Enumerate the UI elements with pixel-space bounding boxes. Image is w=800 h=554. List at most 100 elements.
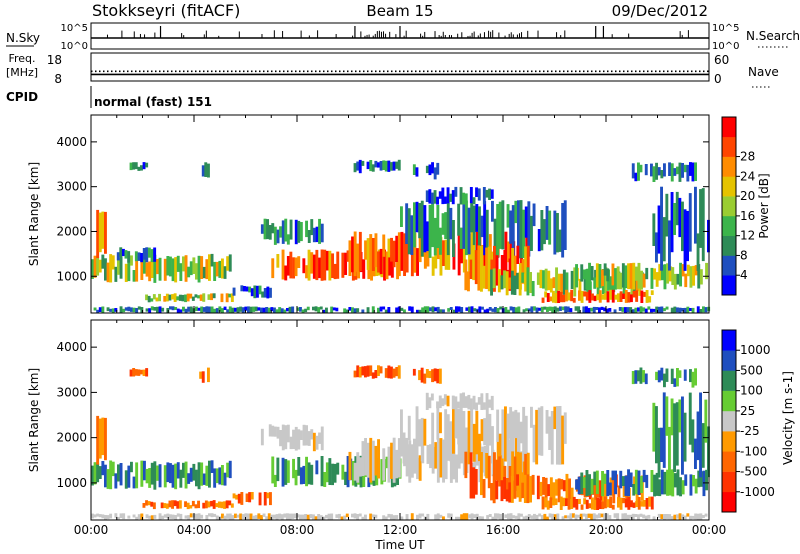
power-cell xyxy=(226,256,230,271)
power-cell xyxy=(418,236,422,263)
power-cell xyxy=(348,307,352,311)
power-cell xyxy=(478,306,482,313)
velocity-cell xyxy=(691,515,695,519)
time-tick-label: 00:00 xyxy=(74,523,109,537)
power-cell xyxy=(686,264,690,277)
velocity-cell xyxy=(176,462,180,479)
power-cell xyxy=(249,306,253,313)
velocity-cell xyxy=(637,470,641,495)
velocity-cell xyxy=(292,429,295,449)
power-cell xyxy=(608,308,612,312)
velocity-cell xyxy=(161,515,165,520)
power-cell xyxy=(439,237,443,276)
power-cell xyxy=(221,258,224,279)
power-cell xyxy=(508,277,512,290)
power-cell xyxy=(546,306,549,312)
velocity-cell xyxy=(452,408,455,454)
velocity-cell xyxy=(488,399,491,408)
power-cell xyxy=(665,306,669,310)
power-cell xyxy=(289,251,293,279)
velocity-cell xyxy=(613,513,617,518)
velocity-cell xyxy=(503,477,506,499)
velocity-cell xyxy=(315,435,319,450)
power-cell xyxy=(678,197,682,238)
velocity-cell xyxy=(269,492,272,506)
power-cell xyxy=(627,292,631,303)
velocity-cell xyxy=(553,514,557,520)
velocity-cell xyxy=(228,513,232,520)
velocity-cell xyxy=(457,442,461,469)
power-cell xyxy=(580,264,584,282)
velocity-cell xyxy=(552,499,555,506)
power-cell xyxy=(505,271,509,296)
velocity-cell xyxy=(371,372,375,379)
power-cell xyxy=(273,307,276,313)
power-cell xyxy=(510,270,514,295)
velocity-cell xyxy=(387,513,391,518)
velocity-cell xyxy=(459,393,463,411)
power-cell xyxy=(245,286,249,292)
velocity-cell xyxy=(104,464,107,488)
velocity-cell xyxy=(104,515,107,520)
power-colorbar-swatch xyxy=(722,176,736,197)
power-cell xyxy=(429,307,432,312)
power-cell xyxy=(668,162,671,176)
power-cell xyxy=(351,307,354,313)
power-cell xyxy=(530,306,534,313)
power-cell xyxy=(210,293,213,301)
power-cell xyxy=(231,307,235,313)
power-cell xyxy=(438,191,442,199)
power-cell xyxy=(228,254,232,272)
velocity-cell xyxy=(117,516,120,520)
power-cell xyxy=(182,256,185,272)
power-cell xyxy=(244,306,248,311)
velocity-cell xyxy=(262,513,266,517)
velocity-cell xyxy=(705,469,708,491)
power-cell xyxy=(551,306,555,313)
velocity-cell xyxy=(631,371,635,385)
velocity-cell xyxy=(499,513,503,520)
power-cell xyxy=(197,295,200,299)
power-cell xyxy=(213,308,217,313)
power-cell xyxy=(385,251,389,280)
velocity-cell xyxy=(561,516,565,520)
power-cell xyxy=(595,263,599,288)
velocity-colorbar-swatch xyxy=(722,431,736,452)
velocity-cell xyxy=(254,515,258,520)
velocity-cell xyxy=(446,414,450,461)
power-cell xyxy=(557,273,561,291)
velocity-colorbar-label: Velocity [m s-1] xyxy=(781,371,795,465)
power-cell xyxy=(621,307,625,312)
velocity-cell xyxy=(644,373,648,385)
velocity-cell xyxy=(562,497,566,507)
velocity-cell xyxy=(210,460,214,473)
power-axes: 1000 2000 3000 4000 xyxy=(56,115,710,313)
power-cell xyxy=(150,306,154,311)
power-cell xyxy=(652,166,656,182)
power-cell xyxy=(261,291,265,298)
velocity-cell xyxy=(486,515,490,519)
velocity-cell xyxy=(148,468,152,488)
power-cell xyxy=(544,291,548,298)
velocity-cell xyxy=(478,443,482,483)
velocity-cell xyxy=(504,406,507,462)
power-cell xyxy=(323,249,327,281)
power-cell xyxy=(140,254,144,280)
velocity-cell xyxy=(223,515,227,520)
velocity-cell xyxy=(364,366,367,378)
velocity-cell xyxy=(447,513,451,518)
power-cell xyxy=(535,307,539,313)
power-colorbar-swatch xyxy=(722,117,736,138)
power-cell xyxy=(247,306,250,313)
velocity-cell xyxy=(604,479,608,502)
velocity-cell xyxy=(140,513,144,520)
velocity-cell xyxy=(495,480,499,500)
velocity-cell xyxy=(472,423,476,462)
power-cell xyxy=(101,254,105,269)
velocity-cell xyxy=(546,516,549,520)
power-cell xyxy=(462,232,466,273)
power-cell xyxy=(509,240,513,274)
velocity-cell xyxy=(176,513,180,517)
velocity-cell xyxy=(343,515,347,520)
power-cell xyxy=(478,206,481,251)
